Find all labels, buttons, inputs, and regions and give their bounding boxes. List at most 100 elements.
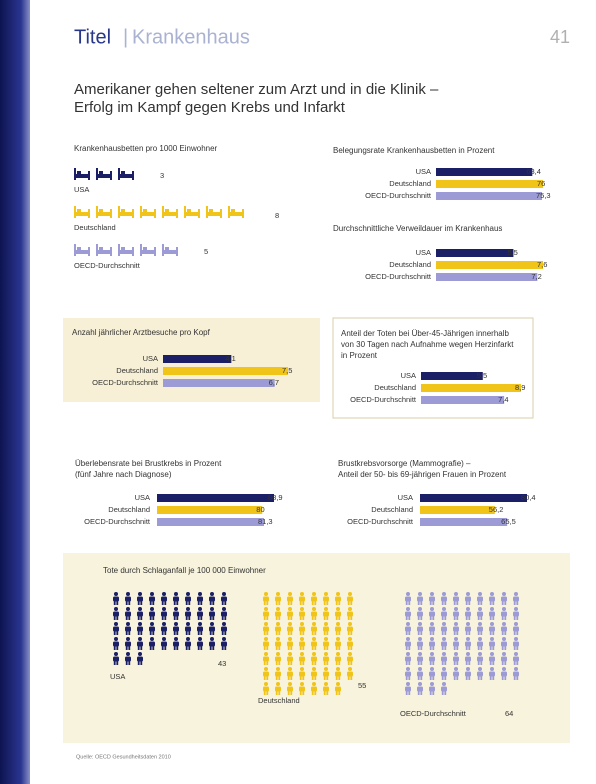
head (198, 592, 202, 596)
head (406, 592, 410, 596)
head (174, 592, 178, 596)
leg (489, 646, 492, 650)
head (454, 607, 458, 611)
pillow (99, 171, 103, 174)
leg (263, 691, 266, 695)
leg (173, 601, 176, 605)
bed-head (162, 206, 164, 218)
leg (405, 631, 408, 635)
body (275, 626, 281, 632)
leg (128, 646, 131, 650)
leg (335, 691, 338, 695)
body (287, 596, 293, 602)
head (324, 592, 328, 596)
bed-head (118, 206, 120, 218)
body (465, 656, 471, 662)
bed-frame (96, 174, 112, 178)
body (513, 626, 519, 632)
head (430, 682, 434, 686)
bed-head (74, 168, 76, 180)
head (418, 592, 422, 596)
leg (200, 601, 203, 605)
head (348, 592, 352, 596)
pillow (121, 247, 125, 250)
head (276, 637, 280, 641)
body (417, 686, 423, 692)
body (263, 626, 269, 632)
leg (350, 676, 353, 680)
leg (347, 676, 350, 680)
leg (429, 676, 432, 680)
leg (113, 631, 116, 635)
leg (287, 691, 290, 695)
category-label: Deutschland (389, 260, 431, 269)
body (441, 656, 447, 662)
leg (501, 661, 504, 665)
bed-foot (154, 247, 156, 256)
bar (421, 372, 483, 380)
head (336, 592, 340, 596)
body (465, 671, 471, 677)
body (287, 671, 293, 677)
head (430, 652, 434, 656)
bed-frame (162, 250, 178, 254)
leg (302, 616, 305, 620)
leg (432, 691, 435, 695)
leg (311, 661, 314, 665)
leg (275, 661, 278, 665)
bar (436, 261, 543, 269)
bar (421, 384, 521, 392)
leg (140, 616, 143, 620)
head (288, 607, 292, 611)
leg (408, 616, 411, 620)
panel (63, 553, 570, 743)
head (210, 637, 214, 641)
head (336, 607, 340, 611)
head (502, 607, 506, 611)
body (299, 596, 305, 602)
head (466, 622, 470, 626)
bed-frame (96, 250, 112, 254)
leg (197, 616, 200, 620)
leg (350, 646, 353, 650)
body (299, 641, 305, 647)
leg (501, 601, 504, 605)
leg (492, 631, 495, 635)
head (418, 607, 422, 611)
leg (501, 631, 504, 635)
value-label: 7,6 (537, 260, 547, 269)
bed-frame (140, 212, 156, 216)
leg (278, 646, 281, 650)
body (465, 626, 471, 632)
leg (350, 631, 353, 635)
leg (453, 616, 456, 620)
head (264, 652, 268, 656)
head (430, 607, 434, 611)
leg (149, 646, 152, 650)
leg (299, 676, 302, 680)
bed-frame (118, 250, 134, 254)
leg (137, 631, 140, 635)
leg (116, 631, 119, 635)
leg (444, 676, 447, 680)
leg (188, 601, 191, 605)
category-label: USA (110, 672, 125, 681)
leg (441, 616, 444, 620)
body (513, 671, 519, 677)
leg (176, 601, 179, 605)
bed-foot (88, 247, 90, 256)
value-label: 80 (256, 505, 264, 514)
leg (516, 601, 519, 605)
body (441, 641, 447, 647)
head (276, 622, 280, 626)
head (126, 652, 130, 656)
leg (492, 616, 495, 620)
leg (314, 631, 317, 635)
body (323, 656, 329, 662)
leg (323, 616, 326, 620)
bar (420, 518, 508, 526)
body (501, 656, 507, 662)
leg (477, 661, 480, 665)
leg (266, 691, 269, 695)
